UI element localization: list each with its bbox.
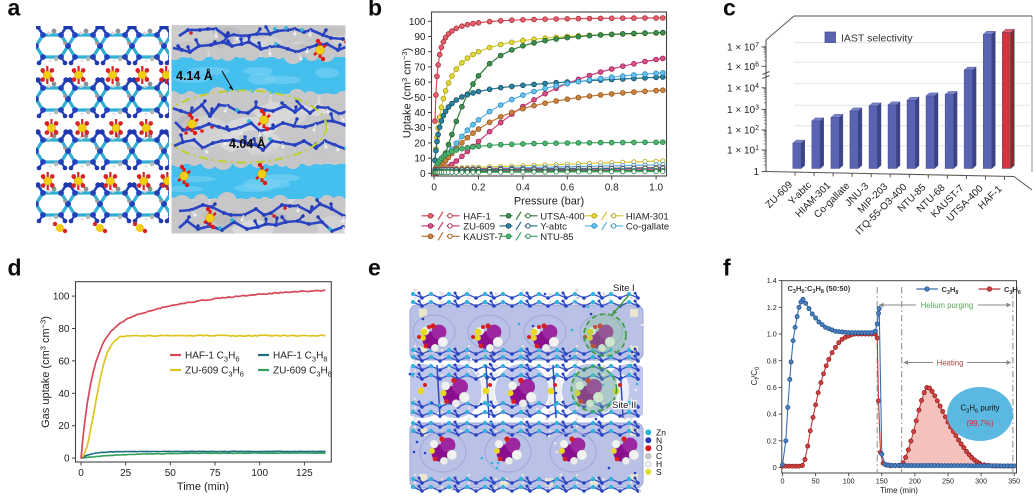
svg-text:100: 100 bbox=[843, 477, 855, 486]
svg-text:300: 300 bbox=[975, 477, 987, 486]
svg-text:50: 50 bbox=[165, 468, 177, 479]
svg-text:4.04 Å: 4.04 Å bbox=[229, 136, 266, 151]
svg-text:1 × 106: 1 × 106 bbox=[727, 61, 759, 73]
svg-text:0.2: 0.2 bbox=[472, 183, 486, 194]
svg-text:HIAM-301: HIAM-301 bbox=[626, 211, 669, 222]
svg-text:0.6: 0.6 bbox=[767, 383, 777, 392]
svg-text:Ct/C0: Ct/C0 bbox=[750, 366, 761, 385]
svg-text:150: 150 bbox=[876, 477, 888, 486]
svg-text:d: d bbox=[8, 255, 22, 281]
svg-text:50: 50 bbox=[812, 477, 820, 486]
svg-text:125: 125 bbox=[296, 468, 313, 479]
svg-text:20: 20 bbox=[414, 138, 426, 149]
svg-text:80: 80 bbox=[58, 324, 70, 335]
svg-text:HAF-1 C3H6: HAF-1 C3H6 bbox=[185, 351, 239, 364]
svg-text:C3H6:C3H8 (50:50): C3H6:C3H8 (50:50) bbox=[788, 284, 851, 295]
svg-text:0: 0 bbox=[64, 454, 70, 465]
svg-text:Uptake (cm3 cm−3): Uptake (cm3 cm−3) bbox=[400, 48, 414, 138]
svg-text:NTU-85: NTU-85 bbox=[540, 232, 573, 243]
svg-text:0.4: 0.4 bbox=[767, 410, 777, 419]
svg-text:Y-abtc: Y-abtc bbox=[540, 221, 567, 232]
svg-text:f: f bbox=[723, 255, 731, 281]
svg-text:Zn: Zn bbox=[656, 427, 666, 437]
svg-text:IAST selectivity: IAST selectivity bbox=[841, 33, 913, 45]
svg-text:80: 80 bbox=[414, 47, 426, 58]
svg-text:ZU-609 C3H8: ZU-609 C3H8 bbox=[273, 366, 332, 379]
svg-text:1 × 104: 1 × 104 bbox=[727, 83, 759, 95]
svg-text:10: 10 bbox=[414, 154, 426, 165]
svg-text:Heating: Heating bbox=[937, 358, 964, 367]
svg-text:100: 100 bbox=[251, 468, 268, 479]
svg-text:1.0: 1.0 bbox=[767, 330, 777, 339]
svg-text:Site II: Site II bbox=[612, 400, 636, 411]
svg-text:0: 0 bbox=[773, 463, 777, 472]
svg-text:S: S bbox=[656, 467, 662, 477]
svg-text:0: 0 bbox=[781, 477, 785, 486]
svg-text:1 × 103: 1 × 103 bbox=[727, 104, 759, 116]
svg-text:4.14 Å: 4.14 Å bbox=[176, 68, 213, 83]
svg-text:KAUST-7: KAUST-7 bbox=[463, 232, 503, 243]
svg-text:1.0: 1.0 bbox=[649, 183, 663, 194]
svg-text:250: 250 bbox=[942, 477, 954, 486]
svg-text:c: c bbox=[723, 0, 736, 21]
svg-text:100: 100 bbox=[409, 17, 426, 28]
svg-text:b: b bbox=[368, 0, 382, 21]
svg-text:60: 60 bbox=[58, 356, 70, 367]
svg-text:C3H6 purity: C3H6 purity bbox=[961, 404, 1000, 415]
svg-text:Time (min): Time (min) bbox=[880, 486, 918, 495]
svg-text:0: 0 bbox=[431, 183, 437, 194]
svg-text:1 × 101: 1 × 101 bbox=[727, 145, 759, 157]
svg-text:Site I: Site I bbox=[613, 283, 635, 294]
svg-text:C3H8: C3H8 bbox=[942, 285, 959, 296]
svg-text:20: 20 bbox=[58, 421, 70, 432]
svg-text:75: 75 bbox=[209, 468, 221, 479]
svg-text:90: 90 bbox=[414, 32, 426, 43]
svg-text:350: 350 bbox=[1008, 477, 1020, 486]
svg-text:0.8: 0.8 bbox=[767, 356, 777, 365]
svg-text:Pressure (bar): Pressure (bar) bbox=[514, 196, 584, 208]
svg-text:HAF-1 C3H8: HAF-1 C3H8 bbox=[273, 351, 327, 364]
svg-text:70: 70 bbox=[414, 62, 426, 73]
svg-text:0.2: 0.2 bbox=[767, 436, 777, 445]
svg-text:30: 30 bbox=[414, 123, 426, 134]
svg-text:100: 100 bbox=[53, 292, 70, 303]
svg-text:UTSA-400: UTSA-400 bbox=[540, 211, 584, 222]
svg-text:Co-gallate: Co-gallate bbox=[626, 221, 669, 232]
svg-text:200: 200 bbox=[909, 477, 921, 486]
svg-text:O: O bbox=[656, 443, 663, 453]
svg-text:40: 40 bbox=[414, 108, 426, 119]
svg-text:40: 40 bbox=[58, 389, 70, 400]
svg-text:C: C bbox=[656, 451, 662, 461]
svg-text:Helium purging: Helium purging bbox=[921, 301, 973, 310]
svg-text:Gas uptake (cm3 cm−3): Gas uptake (cm3 cm−3) bbox=[39, 316, 53, 428]
svg-text:1 × 107: 1 × 107 bbox=[727, 42, 759, 54]
svg-text:0.4: 0.4 bbox=[516, 183, 530, 194]
svg-text:(99.7%): (99.7%) bbox=[966, 419, 994, 428]
svg-text:C3H6: C3H6 bbox=[1004, 285, 1021, 296]
svg-text:0: 0 bbox=[78, 468, 84, 479]
svg-text:1.4: 1.4 bbox=[767, 276, 777, 285]
svg-text:ZU-609 C3H6: ZU-609 C3H6 bbox=[185, 366, 244, 379]
svg-text:Time (min): Time (min) bbox=[177, 481, 229, 493]
svg-text:1.2: 1.2 bbox=[767, 303, 777, 312]
svg-text:0.6: 0.6 bbox=[560, 183, 574, 194]
svg-text:60: 60 bbox=[414, 78, 426, 89]
svg-text:1 × 102: 1 × 102 bbox=[727, 125, 759, 137]
svg-text:N: N bbox=[656, 435, 662, 445]
svg-text:0.8: 0.8 bbox=[605, 183, 619, 194]
svg-text:25: 25 bbox=[120, 468, 132, 479]
svg-text:HAF-1: HAF-1 bbox=[463, 211, 490, 222]
svg-text:a: a bbox=[8, 0, 21, 21]
svg-text:ZU-609: ZU-609 bbox=[463, 221, 495, 232]
svg-text:H: H bbox=[656, 459, 662, 469]
svg-text:1: 1 bbox=[753, 167, 759, 178]
svg-text:0: 0 bbox=[420, 169, 426, 180]
svg-text:e: e bbox=[368, 255, 381, 281]
svg-text:50: 50 bbox=[414, 93, 426, 104]
